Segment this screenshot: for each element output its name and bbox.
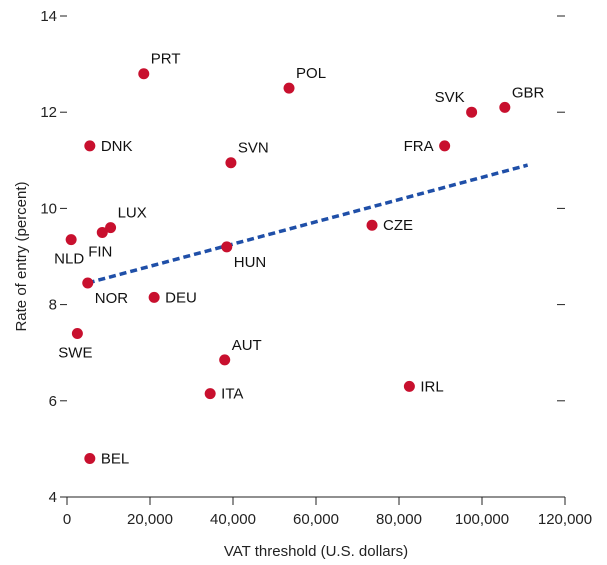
data-point bbox=[105, 222, 117, 234]
y-tick-label: 10 bbox=[40, 200, 57, 217]
data-point bbox=[148, 291, 160, 303]
x-tick-label: 80,000 bbox=[376, 511, 422, 528]
x-tick-label: 40,000 bbox=[210, 511, 256, 528]
point-label: GBR bbox=[512, 84, 545, 101]
x-tick-label: 120,000 bbox=[538, 511, 592, 528]
point-label: FIN bbox=[88, 243, 112, 260]
point-label: AUT bbox=[232, 337, 262, 354]
point-label: NOR bbox=[95, 290, 129, 307]
point-label: SVK bbox=[435, 89, 465, 106]
data-point bbox=[221, 241, 233, 253]
data-point bbox=[71, 327, 83, 339]
data-point bbox=[82, 277, 94, 289]
y-tick-label: 14 bbox=[40, 8, 57, 25]
data-point bbox=[283, 82, 295, 94]
point-label: PRT bbox=[151, 51, 181, 68]
data-point bbox=[219, 354, 231, 366]
point-label: CZE bbox=[383, 217, 413, 234]
data-point bbox=[84, 140, 96, 152]
y-axis-title: Rate of entry (percent) bbox=[13, 181, 30, 331]
point-label: FRA bbox=[404, 138, 434, 155]
point-label: BEL bbox=[101, 451, 129, 468]
data-point bbox=[466, 106, 478, 118]
data-point bbox=[439, 140, 451, 152]
data-point bbox=[403, 380, 415, 392]
point-label: LUX bbox=[118, 205, 147, 222]
y-tick-label: 12 bbox=[40, 104, 57, 121]
point-label: SVN bbox=[238, 140, 269, 157]
trend-line bbox=[87, 163, 529, 285]
x-tick-label: 0 bbox=[63, 511, 71, 528]
point-label: HUN bbox=[234, 254, 267, 271]
data-point bbox=[225, 157, 237, 169]
point-label: ITA bbox=[221, 386, 243, 403]
y-tick-label: 8 bbox=[49, 297, 57, 314]
x-tick-label: 60,000 bbox=[293, 511, 339, 528]
data-point bbox=[84, 453, 96, 465]
point-label: SWE bbox=[58, 344, 92, 361]
data-point bbox=[366, 219, 378, 231]
point-label: POL bbox=[296, 65, 326, 82]
x-tick-label: 20,000 bbox=[127, 511, 173, 528]
y-tick-label: 4 bbox=[49, 489, 57, 506]
point-label: IRL bbox=[420, 378, 443, 395]
x-axis-title: VAT threshold (U.S. dollars) bbox=[224, 543, 408, 560]
data-point bbox=[96, 226, 108, 238]
data-point bbox=[499, 101, 511, 113]
data-point bbox=[65, 234, 77, 246]
point-label: NLD bbox=[54, 251, 84, 268]
point-label: DEU bbox=[165, 289, 197, 306]
y-tick-label: 6 bbox=[49, 393, 57, 410]
axes: 0 20,000 40,000 60,000 80,000 100,000 120,000 4… bbox=[40, 8, 592, 528]
data-point bbox=[138, 68, 150, 80]
data-point bbox=[204, 388, 216, 400]
point-label: DNK bbox=[101, 138, 133, 155]
x-tick-label: 100,000 bbox=[455, 511, 509, 528]
